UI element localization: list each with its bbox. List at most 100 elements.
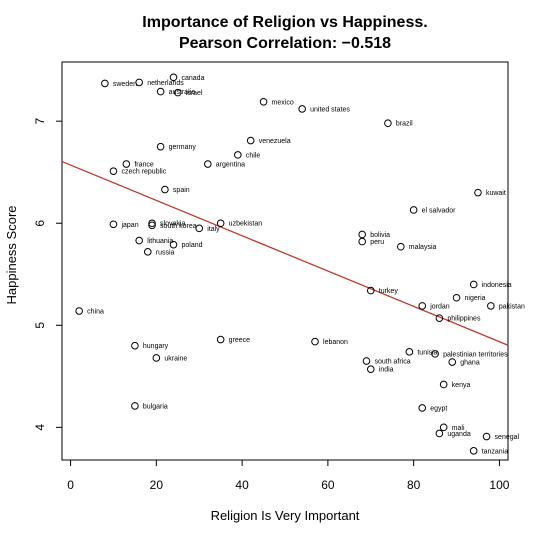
point-label: malaysia [409, 244, 437, 251]
point-label: bolivia [370, 232, 390, 239]
data-point [366, 365, 375, 373]
x-tick-label: 20 [150, 478, 164, 492]
point-label: pakistan [499, 303, 525, 310]
data-point [358, 237, 366, 246]
chart-title: Importance of Religion vs Happiness. [142, 14, 427, 31]
data-point [131, 402, 139, 410]
data-point [474, 188, 482, 197]
data-point [405, 348, 414, 356]
point-label: lebanon [323, 339, 348, 346]
point-label: mexico [272, 99, 294, 106]
point-label: indonesia [482, 282, 512, 289]
point-label: italy [207, 226, 220, 233]
data-point [435, 314, 444, 322]
point-label: philippines [447, 316, 481, 323]
data-point [439, 380, 448, 389]
point-label: spain [173, 187, 190, 194]
point-label: ghana [460, 360, 480, 367]
point-label: turkey [379, 288, 399, 295]
point-label: poland [182, 242, 203, 249]
data-point [156, 142, 165, 151]
regression-line [61, 160, 509, 346]
data-point [75, 307, 83, 315]
data-point [418, 302, 427, 310]
data-point [148, 219, 156, 228]
point-label: israel [186, 90, 203, 97]
point-label: tunisia [417, 349, 437, 356]
point-label: slovakia [160, 221, 185, 228]
data-point [156, 87, 165, 96]
y-tick-label: 4 [33, 424, 47, 431]
y-tick-label: 6 [33, 220, 47, 227]
point-label: greece [229, 337, 251, 344]
point-label: india [379, 367, 394, 374]
data-point [173, 88, 182, 97]
data-point [143, 248, 152, 256]
data-point [366, 286, 375, 295]
x-tick-label: 60 [321, 478, 335, 492]
data-point [448, 358, 457, 366]
point-label: sweden [113, 81, 137, 88]
data-point [298, 105, 306, 113]
data-point [169, 240, 178, 249]
data-point [452, 293, 461, 302]
point-label: bulgaria [143, 403, 168, 410]
y-tick-label: 5 [33, 322, 47, 329]
x-tick-label: 80 [407, 478, 421, 492]
x-tick-label: 100 [489, 478, 509, 492]
chart-subtitle: Pearson Correlation: −0.518 [179, 35, 391, 52]
point-label: uzbekistan [229, 221, 263, 228]
data-point [246, 136, 255, 145]
data-point [362, 357, 371, 365]
x-tick-label: 40 [235, 478, 249, 492]
point-label: tanzania [482, 448, 509, 455]
data-point [131, 341, 139, 350]
data-point [101, 79, 109, 88]
point-label: senegal [495, 434, 520, 441]
point-label: russia [156, 249, 175, 256]
data-point [195, 224, 204, 233]
data-point [109, 220, 118, 229]
data-point [216, 219, 225, 228]
point-label: egypt [430, 405, 447, 412]
data-point [148, 221, 156, 230]
point-label: japan [120, 222, 138, 229]
data-point [418, 404, 427, 412]
data-point [259, 98, 268, 106]
data-point [469, 280, 478, 289]
point-label: lithuania [147, 238, 173, 245]
data-point [358, 230, 366, 239]
y-tick-label: 7 [33, 118, 47, 125]
x-axis-label: Religion Is Very Important [211, 508, 360, 523]
data-point [152, 354, 161, 362]
data-point [234, 151, 242, 159]
point-label: germany [169, 144, 197, 151]
data-point [109, 167, 118, 175]
point-label: nigeria [465, 295, 486, 302]
data-point [161, 185, 169, 194]
point-label: china [87, 309, 104, 316]
data-point [311, 337, 319, 346]
point-label: united states [310, 106, 350, 113]
data-point [135, 78, 143, 87]
axis-ticks: 0 20 40 60 80 100 4 5 6 7 [33, 118, 510, 492]
point-label: ukraine [164, 355, 187, 362]
point-label: mali [452, 425, 465, 432]
data-point [216, 335, 225, 344]
point-label: chile [246, 152, 261, 159]
data-point [384, 119, 392, 128]
data-point [169, 73, 178, 82]
data-point [435, 429, 444, 438]
point-label: kuwait [486, 190, 506, 197]
point-label: canada [182, 75, 205, 82]
point-label: australia [169, 89, 196, 96]
point-label: kenya [452, 382, 471, 389]
data-point [487, 302, 495, 310]
data-point [396, 242, 405, 251]
point-label: jordan [429, 303, 450, 310]
point-label: south africa [374, 359, 410, 366]
x-tick-label: 0 [67, 478, 74, 492]
data-point [431, 350, 439, 358]
